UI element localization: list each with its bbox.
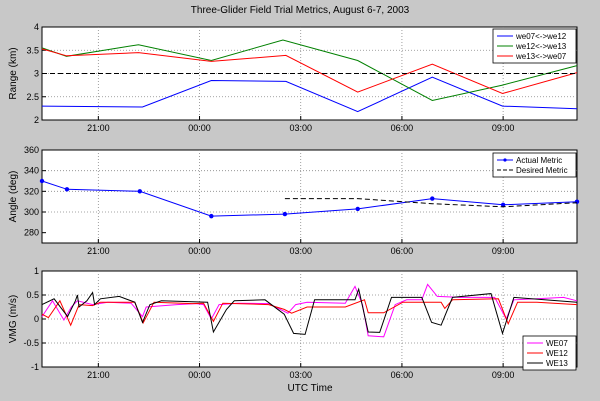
data-point	[500, 202, 506, 207]
legend-label: WE13	[546, 359, 568, 368]
x-tick-label: 03:00	[289, 246, 312, 256]
x-tick-label: 21:00	[87, 123, 110, 133]
x-tick-label: 06:00	[391, 246, 414, 256]
data-point	[355, 206, 360, 212]
legend-label: we12<->we13	[515, 42, 567, 51]
chart-title: Three-Glider Field Trial Metrics, August…	[191, 5, 410, 16]
y-tick-label: 2.5	[26, 92, 39, 102]
x-tick-label: 03:00	[289, 123, 312, 133]
legend-box	[492, 152, 577, 178]
legend-label: WE07	[546, 339, 568, 348]
series-line-we12-we13	[41, 39, 578, 102]
y-tick-label: 3	[34, 69, 39, 79]
series-line-we13-we07	[41, 48, 578, 95]
data-point	[137, 189, 143, 194]
y-axis-label: VMG (m/s)	[8, 295, 19, 343]
x-tick-label: 09:00	[492, 370, 515, 380]
legend-label: we13<->we07	[515, 52, 567, 61]
legend-marker	[503, 158, 507, 162]
y-tick-label: 0.5	[26, 290, 39, 300]
x-tick-label: 09:00	[492, 246, 515, 256]
legend-label: Desired Metric	[516, 166, 568, 175]
data-point	[39, 178, 45, 184]
legend-label: we07<->we12	[515, 32, 567, 41]
y-tick-label: 340	[24, 166, 39, 176]
data-point	[282, 211, 288, 217]
x-tick-label: 03:00	[289, 370, 312, 380]
y-tick-label: 320	[24, 186, 39, 196]
y-tick-label: 1	[34, 266, 39, 276]
series-line-desired-metric	[284, 198, 578, 208]
panel-3: -1 -0.5 0 0.5 1 21:00 00:00 03:00 06:00 09:00 VMG …	[8, 266, 578, 380]
y-tick-label: 2	[34, 115, 39, 125]
data-point	[430, 196, 435, 201]
x-tick-label: 09:00	[492, 123, 515, 133]
series-line-we13	[41, 287, 578, 336]
x-tick-label: 00:00	[188, 370, 211, 380]
x-tick-label: 00:00	[188, 246, 211, 256]
plot-area	[41, 149, 578, 244]
x-tick-label: 06:00	[391, 370, 414, 380]
data-point	[209, 213, 214, 219]
y-tick-label: 280	[24, 228, 39, 238]
series-line-we07-we12	[41, 76, 578, 113]
y-tick-label: 300	[24, 207, 39, 217]
legend-label: Actual Metric	[516, 156, 562, 165]
y-tick-label: 3.5	[26, 45, 39, 55]
x-tick-label: 21:00	[87, 246, 110, 256]
data-point	[64, 187, 70, 192]
y-axis-label: Angle (deg)	[8, 171, 19, 223]
panel-1: 2 2.5 3 3.5 4 21:00 00:00 03:00 06:00 09:00 Range …	[8, 22, 578, 133]
y-tick-label: 4	[34, 22, 39, 32]
x-tick-label: 06:00	[391, 123, 414, 133]
y-tick-label: 360	[24, 145, 39, 155]
y-axis-label: Range (km)	[8, 47, 19, 99]
legend-label: WE12	[546, 349, 568, 358]
x-axis-label: UTC Time	[288, 383, 333, 394]
x-tick-label: 21:00	[87, 370, 110, 380]
y-tick-label: -1	[31, 362, 39, 372]
y-tick-label: -0.5	[23, 338, 39, 348]
x-tick-label: 00:00	[188, 123, 211, 133]
y-tick-label: 0	[34, 314, 39, 324]
panel-2: 280 300 320 340 360 21:00 00:00 03:00 06:00 09:00…	[8, 145, 580, 256]
